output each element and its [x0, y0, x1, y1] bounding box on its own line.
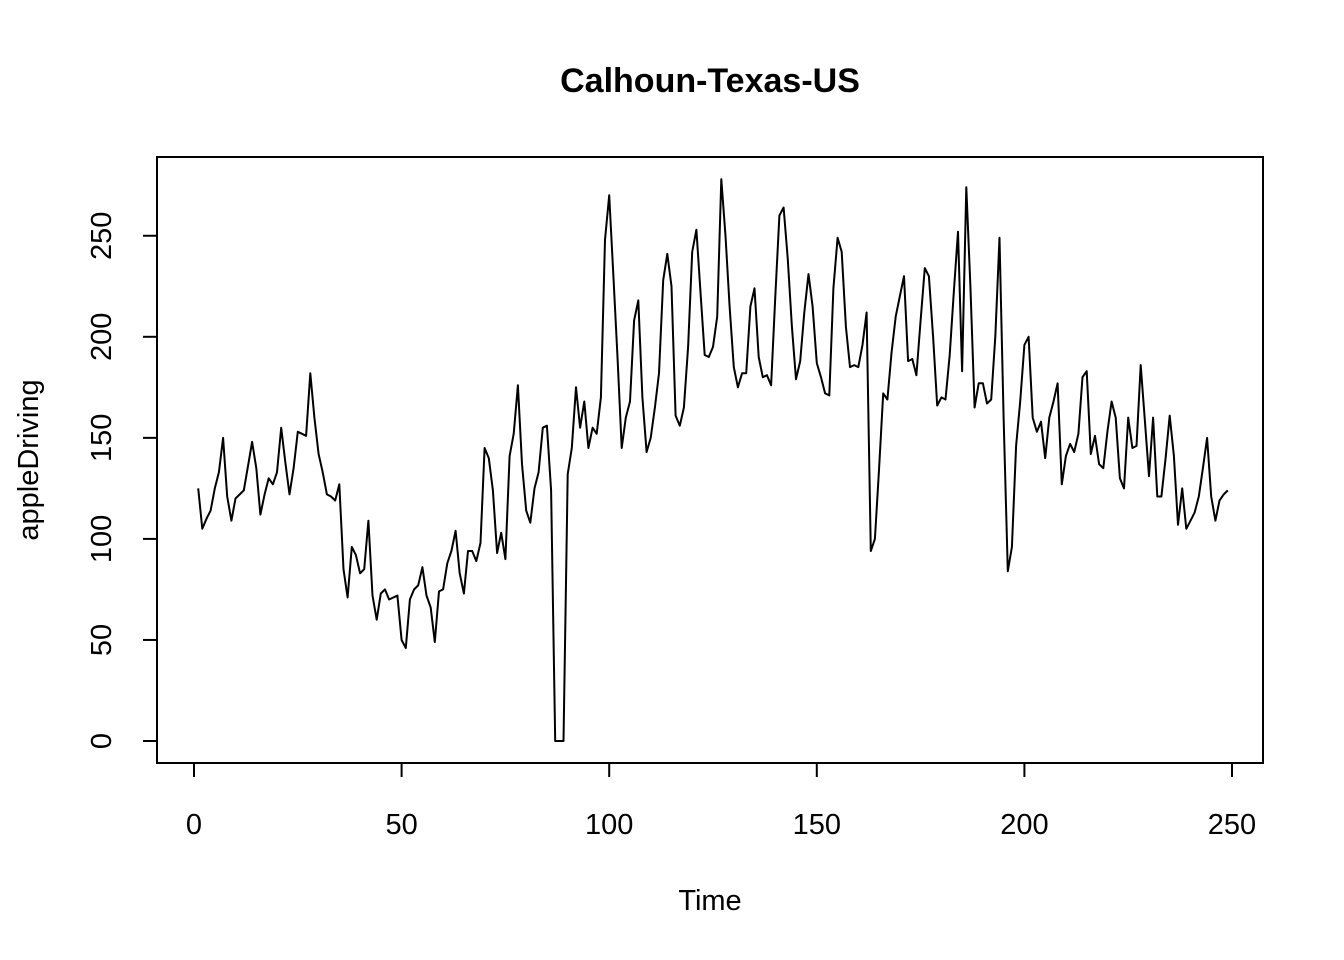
x-tick-label: 0 [186, 809, 202, 841]
plot-frame [156, 156, 1264, 764]
x-axis: 0 50 100 150 200 250 [186, 762, 1256, 841]
y-tick-label: 250 [86, 212, 118, 260]
x-tick-label: 200 [1000, 809, 1048, 841]
x-axis-label: Time [678, 885, 741, 917]
y-tick-label: 100 [86, 515, 118, 563]
y-axis-label: appleDriving [13, 379, 45, 540]
x-tick-label: 250 [1208, 809, 1256, 841]
series-line [197, 178, 1229, 742]
y-tick-label: 0 [86, 733, 118, 749]
x-tick-label: 100 [585, 809, 633, 841]
y-axis: 0 50 100 150 200 250 [86, 212, 158, 749]
y-tick-label: 150 [86, 414, 118, 462]
chart-title: Calhoun-Texas-US [560, 62, 860, 100]
y-tick-label: 200 [86, 313, 118, 361]
y-tick-label: 50 [86, 624, 118, 656]
x-tick-label: 50 [385, 809, 417, 841]
x-tick-label: 150 [793, 809, 841, 841]
